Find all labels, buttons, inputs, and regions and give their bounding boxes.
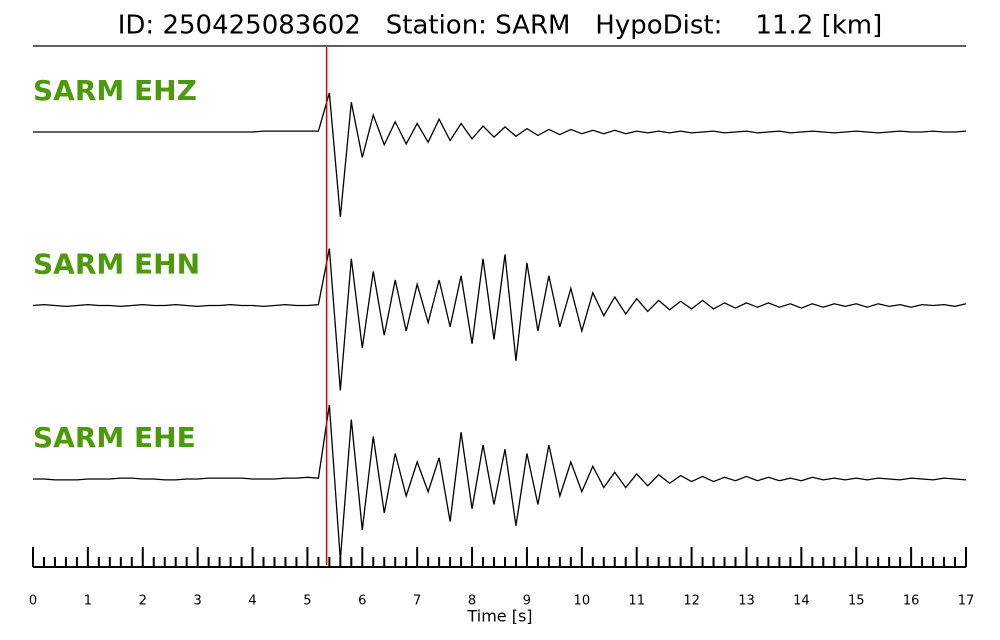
x-tick-label: 15 bbox=[848, 594, 865, 609]
x-tick-label: 5 bbox=[303, 594, 311, 609]
x-tick-label: 17 bbox=[958, 594, 975, 609]
x-axis-label: Time [s] bbox=[466, 607, 532, 626]
x-tick-label: 8 bbox=[468, 594, 476, 609]
chart-title: ID: 250425083602 Station: SARM HypoDist:… bbox=[118, 11, 883, 41]
x-tick-label: 10 bbox=[574, 594, 591, 609]
trace-label: SARM EHE bbox=[33, 421, 196, 454]
x-tick-label: 14 bbox=[793, 594, 810, 609]
trace-label: SARM EHZ bbox=[33, 74, 197, 107]
x-tick-label: 4 bbox=[248, 594, 256, 609]
x-tick-label: 1 bbox=[84, 594, 92, 609]
x-tick-label: 13 bbox=[738, 594, 755, 609]
trace bbox=[32, 248, 967, 391]
x-tick-label: 11 bbox=[628, 594, 645, 609]
x-tick-label: 9 bbox=[523, 594, 531, 609]
x-tick-label: 16 bbox=[903, 594, 920, 609]
x-tick-label: 0 bbox=[29, 594, 37, 609]
trace bbox=[33, 92, 967, 218]
x-tick-label: 12 bbox=[683, 594, 700, 609]
x-tick-label: 6 bbox=[358, 594, 366, 609]
trace bbox=[33, 404, 967, 560]
x-tick-label: 3 bbox=[194, 594, 202, 609]
x-tick-label: 7 bbox=[413, 594, 421, 609]
x-tick-label: 2 bbox=[139, 594, 147, 609]
trace-label: SARM EHN bbox=[33, 248, 200, 281]
